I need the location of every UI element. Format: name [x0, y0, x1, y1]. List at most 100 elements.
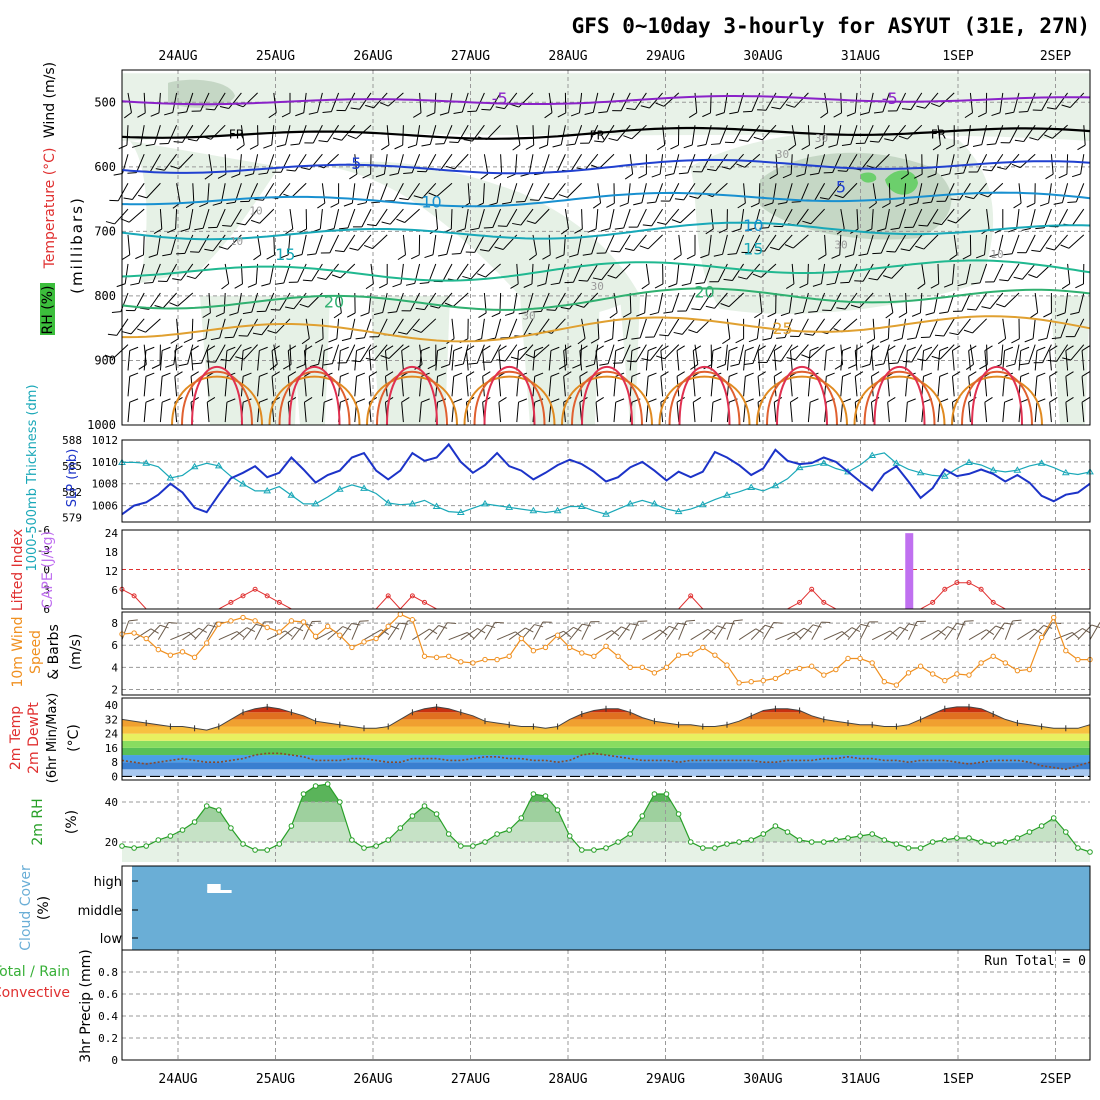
- barb-staff: [1070, 344, 1085, 361]
- barb-staff: [315, 629, 334, 641]
- barb-flag: [939, 398, 949, 403]
- wind-barb: [900, 154, 909, 180]
- barb-staff: [176, 183, 181, 204]
- wind-barb: [1004, 92, 1020, 115]
- wind-barb: [298, 209, 308, 234]
- barb-flag: [356, 372, 366, 377]
- barb-flag: [155, 168, 165, 171]
- wind-barb: [824, 372, 835, 397]
- barb-staff: [854, 350, 858, 371]
- wind-barb: [757, 371, 766, 397]
- barb-flag: [183, 338, 193, 343]
- wind-barb: [638, 154, 647, 179]
- barb-flag: [660, 200, 670, 202]
- barb-flag: [486, 624, 496, 629]
- wind-barb: [558, 344, 568, 370]
- barb-flag: [931, 102, 940, 108]
- wind-barb: [726, 619, 743, 640]
- wind-barb: [623, 124, 647, 140]
- barb-staff: [941, 208, 955, 225]
- slp-tick-label: 1010: [92, 456, 119, 469]
- p5-label-c: (6hr Min/Max): [45, 693, 60, 783]
- barb-staff: [481, 318, 485, 339]
- cloud-level-label: low: [100, 932, 123, 947]
- barb-staff: [975, 292, 988, 311]
- barb-staff: [980, 625, 997, 641]
- barb-staff: [629, 350, 633, 371]
- barb-flag: [986, 143, 996, 146]
- barb-staff: [620, 92, 631, 111]
- wind-barb: [718, 209, 728, 234]
- barb-staff: [279, 292, 291, 311]
- wind-barb: [287, 345, 297, 371]
- rh-contour-label: 10: [230, 235, 243, 248]
- barb-staff: [266, 630, 286, 641]
- barb-flag: [188, 631, 196, 639]
- wind-barb: [907, 318, 923, 340]
- barb-staff: [333, 208, 340, 229]
- wind-speed-point: [482, 656, 488, 663]
- wind-barb: [932, 208, 955, 226]
- barb-flag: [346, 312, 356, 318]
- barb-staff: [986, 344, 988, 365]
- cloud-cover-fill: [132, 866, 1090, 950]
- barb-staff: [789, 376, 793, 397]
- date-label-bottom: 24AUG: [158, 1072, 197, 1087]
- barb-staff: [432, 234, 437, 255]
- barb-staff: [321, 318, 324, 339]
- barb-flag: [884, 138, 894, 142]
- wind-barb: [125, 292, 145, 312]
- barb-staff: [903, 183, 907, 204]
- wind-barb: [790, 318, 809, 337]
- barb-staff: [126, 125, 129, 146]
- wind-barb: [122, 318, 145, 335]
- wind-speed-point: [228, 618, 234, 624]
- barb-flag: [876, 228, 886, 232]
- rh-point: [506, 827, 513, 833]
- wind-barb: [651, 154, 664, 178]
- wind-barb: [962, 234, 972, 260]
- barb-staff: [920, 629, 939, 641]
- barb-flag: [1026, 202, 1036, 208]
- barb-staff: [265, 292, 275, 312]
- barb-flag: [341, 337, 351, 342]
- barb-flag: [274, 282, 284, 285]
- wind-barb: [351, 620, 369, 640]
- rh-band: [122, 784, 1090, 802]
- rh-point: [663, 791, 670, 797]
- wind-barb: [493, 154, 503, 180]
- wind-speed-point: [470, 660, 476, 666]
- barb-flag: [610, 250, 620, 253]
- barb-flag: [686, 619, 696, 622]
- li-point: [930, 599, 936, 605]
- wind-barb: [137, 318, 161, 333]
- barb-flag: [741, 251, 751, 254]
- barb-flag: [640, 105, 650, 109]
- barb-staff: [1014, 344, 1020, 365]
- wind-barb: [984, 397, 993, 423]
- barb-flag: [574, 228, 583, 234]
- barb-flag: [947, 219, 957, 224]
- barb-flag: [642, 224, 652, 227]
- barb-flag: [111, 311, 121, 314]
- wind-barb: [785, 92, 809, 108]
- wind-barb: [934, 318, 955, 337]
- barb-flag: [480, 173, 489, 180]
- barb-flag: [647, 346, 657, 351]
- barb-flag: [812, 283, 822, 287]
- barb-flag: [592, 202, 601, 209]
- p4-label-b: Speed: [28, 630, 44, 674]
- barb-flag: [150, 112, 160, 117]
- barb-staff: [1081, 402, 1085, 423]
- barb-flag: [1031, 249, 1041, 252]
- barb-flag: [336, 109, 346, 112]
- wind-barb: [645, 346, 657, 371]
- barb-staff: [228, 92, 242, 109]
- barb-flag: [579, 371, 588, 377]
- barb-flag: [831, 254, 840, 259]
- barb-flag: [204, 248, 214, 252]
- barb-staff: [303, 621, 313, 640]
- barb-staff: [127, 402, 131, 423]
- barb-staff: [789, 350, 793, 371]
- wind-speed-point: [264, 624, 270, 631]
